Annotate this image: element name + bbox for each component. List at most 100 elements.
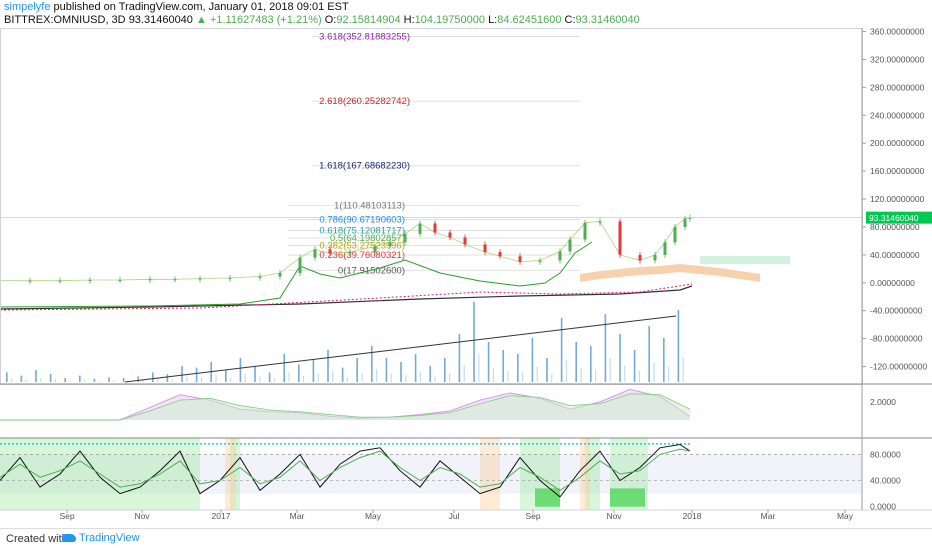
volume-bar [565, 359, 567, 382]
candle-body [348, 252, 352, 254]
stochastic-line [0, 448, 691, 491]
candle-body [373, 246, 377, 253]
volume-bar [390, 373, 392, 382]
volume-bar [575, 342, 577, 382]
volume-bar [341, 367, 344, 382]
volume-bar [361, 373, 363, 382]
up-arrow-icon: ▲ [195, 14, 207, 26]
y-tick-label: 200.00000000 [870, 138, 925, 148]
volume-bar [371, 346, 373, 382]
candle-body [538, 260, 542, 262]
signal-block [610, 488, 645, 507]
chart-header: simpelyfe published on TradingView.com, … [0, 0, 932, 28]
volume-bar [239, 358, 242, 382]
x-tick-label: Mar [761, 511, 776, 521]
fib-level-label: 0.382(53.27523996) [319, 241, 405, 252]
main-price-pane[interactable]: 0(17.91502600) 0.236(39.76080321)0.382(53… [0, 32, 862, 383]
moving-average-line [0, 283, 693, 311]
x-tick-label: 2018 [683, 511, 702, 521]
fib-level-label: 3.618(352.81883255) [319, 32, 410, 43]
candle-body [483, 244, 487, 253]
volume-bar [376, 369, 378, 382]
volume-bar [254, 366, 256, 382]
ohlc-line: BITTREX:OMNIUSD, 3D 93.31460040 ▲ +1.116… [4, 14, 640, 26]
volume-bar [35, 370, 37, 382]
oscillator-pane[interactable] [0, 388, 691, 421]
signal-highlight [230, 438, 240, 510]
fib-level-label: 0(17.91502600) [338, 265, 405, 276]
volume-bar [303, 375, 305, 382]
volume-bar [638, 370, 640, 382]
volume-bar [225, 370, 227, 382]
y-tick-label: 40.00000000 [870, 250, 920, 260]
fib-level-label: 1.618(167.68682230) [319, 161, 410, 172]
volume-bar [478, 354, 480, 382]
candle-body [198, 278, 202, 280]
volume-bar [25, 379, 27, 382]
symbol-label[interactable]: BITTREX:OMNIUSD, 3D [4, 14, 126, 26]
volume-bar [429, 366, 431, 382]
current-price-tag [866, 211, 932, 224]
volume-bar [400, 362, 402, 382]
y-tick-label: 80.00000000 [870, 222, 920, 232]
current-price-label: 93.31460040 [869, 213, 919, 223]
volume-bar [64, 378, 66, 382]
volume-bar [244, 373, 246, 382]
volume-bar [312, 359, 315, 382]
volume-bar [171, 379, 173, 382]
stochastic-y-label: 80.0000 [870, 449, 901, 459]
last-price: 93.31460040 [128, 14, 193, 26]
candle-body [498, 252, 502, 257]
chart-area[interactable]: 0(17.91502600) 0.236(39.76080321)0.382(53… [0, 28, 932, 528]
candle-body [653, 254, 657, 261]
candle-body [558, 251, 562, 261]
y-tick-label: 280.00000000 [870, 82, 925, 92]
tradingview-logo[interactable]: TradingView [62, 532, 140, 544]
volume-bar [200, 376, 202, 382]
candle-body [683, 218, 687, 227]
volume-bar [551, 373, 553, 382]
x-tick-label: May [365, 511, 382, 521]
volume-bar [273, 378, 275, 382]
volume-bar [604, 314, 607, 382]
candle-body [313, 249, 317, 258]
stochastic-y-label: 40.0000 [870, 476, 901, 486]
fib-level-label: 2.618(260.25282742) [319, 96, 410, 107]
volume-bar [54, 379, 56, 382]
candle-body [403, 233, 407, 243]
x-tick-label: May [837, 511, 854, 521]
y-tick-label: 360.00000000 [870, 28, 925, 36]
fib-level-label: 0.5(64.19802857) [330, 233, 405, 244]
volume-bar [595, 369, 597, 382]
publish-info: published on TradingView.com, January 01… [50, 1, 349, 13]
x-tick-label: Jul [449, 511, 460, 521]
candle-body [663, 242, 667, 255]
volume-bar [434, 376, 436, 382]
volume-bar [166, 374, 169, 382]
volume-bar [122, 378, 125, 382]
oscillator-y-label: 2.0000 [870, 397, 896, 407]
signal-block [535, 488, 560, 507]
stochastic-pane[interactable] [0, 438, 862, 510]
volume-bar [98, 380, 100, 382]
volume-bar [487, 342, 490, 382]
volume-bar [113, 380, 115, 382]
signal-highlight [480, 438, 500, 510]
volume-bar [79, 375, 81, 382]
x-tick-label: Sep [59, 511, 74, 521]
volume-bar [346, 376, 348, 382]
volume-bar [502, 350, 504, 382]
signal-highlight [580, 438, 590, 510]
volume-bar [230, 377, 232, 382]
candle-body [433, 223, 437, 233]
x-tick-label: Nov [606, 511, 622, 521]
volume-bar [507, 370, 509, 382]
volume-bar [69, 380, 71, 382]
ichimoku-cloud [580, 264, 760, 282]
oscillator-area [0, 393, 690, 420]
volume-trendline [124, 315, 677, 383]
low-value: 84.62451600 [497, 14, 562, 26]
author-name[interactable]: simpelyfe [4, 1, 51, 13]
moving-average-line [0, 285, 693, 310]
candle-body [388, 242, 392, 247]
